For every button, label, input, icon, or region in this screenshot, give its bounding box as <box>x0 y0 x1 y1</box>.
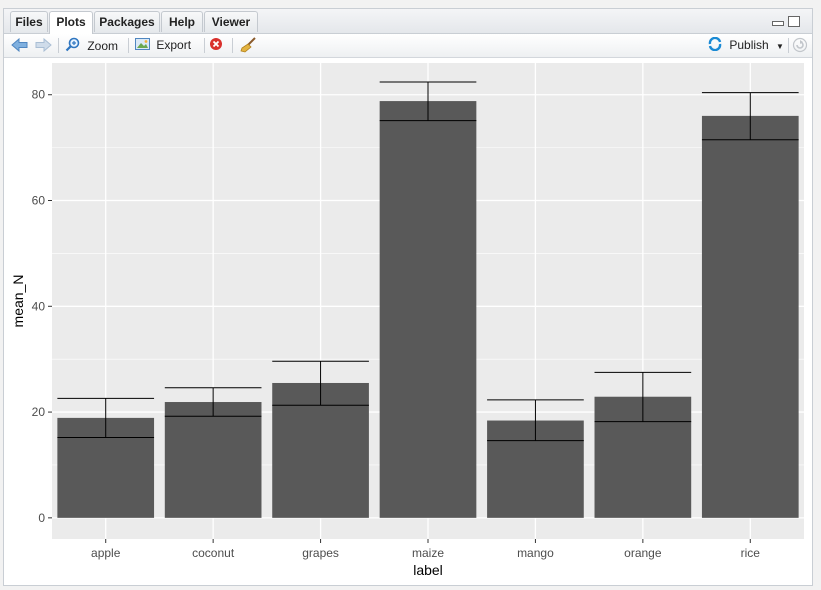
tab-help[interactable]: Help <box>161 11 203 32</box>
remove-plot-icon[interactable] <box>209 37 223 54</box>
toolbar-divider <box>788 38 789 53</box>
y-axis-title: mean_N <box>10 275 26 328</box>
tab-packages[interactable]: Packages <box>94 11 160 32</box>
y-tick-label: 20 <box>32 405 46 419</box>
forward-arrow-icon[interactable] <box>34 37 52 54</box>
x-tick-label-grapes: grapes <box>302 546 339 560</box>
toolbar-divider <box>128 38 129 53</box>
tab-files[interactable]: Files <box>10 11 48 32</box>
plots-pane: Files Plots Packages Help Viewer Zoom Ex… <box>3 8 813 586</box>
zoom-button[interactable]: Zoom <box>65 37 121 54</box>
export-image-icon <box>135 38 150 50</box>
pane-tab-bar: Files Plots Packages Help Viewer <box>4 9 812 34</box>
x-tick-label-orange: orange <box>624 546 662 560</box>
bar-coconut <box>164 402 262 518</box>
y-tick-label: 80 <box>32 88 46 102</box>
export-label: Export <box>156 38 192 52</box>
toolbar-divider <box>58 38 59 53</box>
y-tick-label: 60 <box>32 194 46 208</box>
tab-viewer[interactable]: Viewer <box>204 11 258 32</box>
refresh-icon[interactable] <box>792 37 808 54</box>
magnifier-icon <box>65 37 80 52</box>
zoom-label: Zoom <box>87 39 119 53</box>
broom-icon[interactable] <box>240 37 258 54</box>
bar-maize <box>379 101 477 518</box>
x-axis-title: label <box>413 562 443 578</box>
bar-chart: 0 20 40 60 80 apple coconut grapes maize mango ora… <box>10 63 804 578</box>
publish-icon <box>708 36 722 52</box>
x-tick-label-maize: maize <box>412 546 444 560</box>
publish-button[interactable]: Publish ▼ <box>707 36 785 54</box>
bar-rice <box>701 115 799 518</box>
plots-toolbar: Zoom Export ▼ Publish ▼ <box>4 34 812 68</box>
back-arrow-icon[interactable] <box>11 37 29 54</box>
minimize-icon[interactable] <box>772 21 784 26</box>
x-tick-label-rice: rice <box>741 546 761 560</box>
y-tick-label: 0 <box>38 511 45 525</box>
x-tick-label-mango: mango <box>517 546 554 560</box>
x-tick-label-apple: apple <box>91 546 121 560</box>
x-tick-label-coconut: coconut <box>192 546 235 560</box>
publish-label: Publish <box>729 38 769 52</box>
tab-plots[interactable]: Plots <box>49 11 93 34</box>
maximize-icon[interactable] <box>788 16 800 27</box>
plot-area: 0 20 40 60 80 apple coconut grapes maize mango ora… <box>4 58 812 585</box>
toolbar-divider <box>204 38 205 53</box>
export-button[interactable]: Export ▼ <box>135 37 199 68</box>
toolbar-divider <box>232 38 233 53</box>
y-tick-label: 40 <box>32 299 46 313</box>
chevron-down-icon: ▼ <box>776 42 784 51</box>
